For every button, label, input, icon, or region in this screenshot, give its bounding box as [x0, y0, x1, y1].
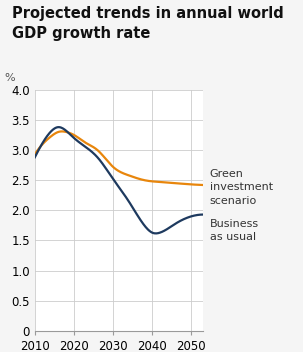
Text: Business
as usual: Business as usual [210, 219, 259, 243]
Text: %: % [5, 73, 15, 82]
Text: Green
investment
scenario: Green investment scenario [210, 169, 273, 206]
Text: Projected trends in annual world
GDP growth rate: Projected trends in annual world GDP gro… [12, 6, 284, 41]
